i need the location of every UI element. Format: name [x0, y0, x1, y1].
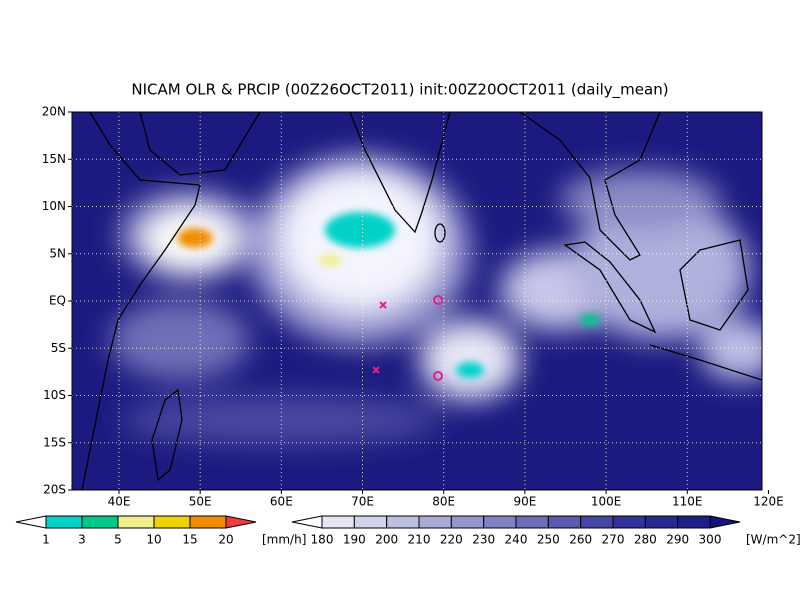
colorbar-label: 3: [78, 533, 86, 547]
y-tick-label: EQ: [49, 294, 66, 308]
colorbar-label: 200: [375, 533, 398, 547]
colorbar-box: [644, 515, 679, 529]
colorbar-box: [515, 515, 549, 529]
colorbar-label: 270: [602, 533, 625, 547]
colorbar-label: 220: [440, 533, 463, 547]
colorbar-label: 240: [505, 533, 528, 547]
colorbar-label: 5: [114, 533, 122, 547]
colorbar-label: 10: [146, 533, 161, 547]
y-tick-label: 10S: [43, 388, 66, 402]
x-tick-label: 50E: [189, 495, 212, 509]
colorbar-label: 250: [537, 533, 560, 547]
colorbar-box: [483, 515, 517, 529]
colorbar-box: [580, 515, 614, 529]
colorbars: 1 3 5 10 15 20 [mm/h] 180 190 200 210 220 230 240 250 2…: [15, 515, 800, 547]
x-tick-label: 70E: [351, 495, 374, 509]
cloud-field: [110, 155, 762, 445]
colorbar-label: 230: [472, 533, 495, 547]
x-tick-label: 120E: [753, 495, 784, 509]
x-tick-label: 90E: [513, 495, 536, 509]
y-tick-label: 5S: [51, 341, 66, 355]
colorbar-unit: [W/m^2]: [746, 533, 800, 547]
y-tick-label: 15N: [42, 152, 66, 166]
colorbar-box: [353, 515, 388, 529]
colorbar-arrow: [15, 515, 47, 529]
colorbar-box: [547, 515, 582, 529]
colorbar-unit: [mm/h]: [262, 533, 306, 547]
colorbar-box: [81, 515, 119, 529]
colorbar-arrow: [291, 515, 323, 529]
colorbar-label: 20: [218, 533, 233, 547]
colorbar-box: [45, 515, 83, 529]
y-tick-label: 5N: [49, 246, 66, 260]
y-tick-label: 10N: [42, 199, 66, 213]
grid: [72, 112, 762, 490]
colorbar-box: [450, 515, 485, 529]
colorbar-box: [418, 515, 452, 529]
colorbar-box: [677, 515, 711, 529]
colorbar-label: 180: [311, 533, 334, 547]
colorbar-box: [612, 515, 646, 529]
x-tick-label: 40E: [108, 495, 131, 509]
markers: [372, 295, 443, 381]
x-tick-label: 80E: [432, 495, 455, 509]
colorbar-arrow: [225, 515, 257, 529]
coastlines: [81, 112, 762, 490]
colorbar-label: 280: [634, 533, 657, 547]
colorbar-label: 260: [569, 533, 592, 547]
x-tick-label: 60E: [270, 495, 293, 509]
colorbar-label: 290: [666, 533, 689, 547]
x-tick-label: 110E: [672, 495, 703, 509]
colorbar-label: 300: [699, 533, 722, 547]
colorbar-label: 15: [182, 533, 197, 547]
colorbar-box: [153, 515, 191, 529]
x-tick-label: 100E: [591, 495, 622, 509]
colorbar-label: 1: [42, 533, 50, 547]
colorbar-box: [386, 515, 420, 529]
colorbar-label: 210: [408, 533, 431, 547]
y-tick-label: 20S: [43, 483, 66, 497]
y-tick-label: 20N: [42, 105, 66, 119]
colorbar-box: [117, 515, 155, 529]
colorbar-arrow: [709, 515, 741, 529]
title: NICAM OLR & PRCIP (00Z26OCT2011) init:00…: [131, 81, 668, 100]
colorbar-box: [189, 515, 227, 529]
colorbar-box: [321, 515, 355, 529]
ticks: 40E 50E 60E 70E 80E 90E 100E 110E 120E 20N 15N 10N 5…: [42, 105, 784, 509]
map: [72, 112, 762, 490]
colorbar-label: 190: [343, 533, 366, 547]
y-tick-label: 15S: [43, 435, 66, 449]
precip-field: [177, 212, 600, 378]
